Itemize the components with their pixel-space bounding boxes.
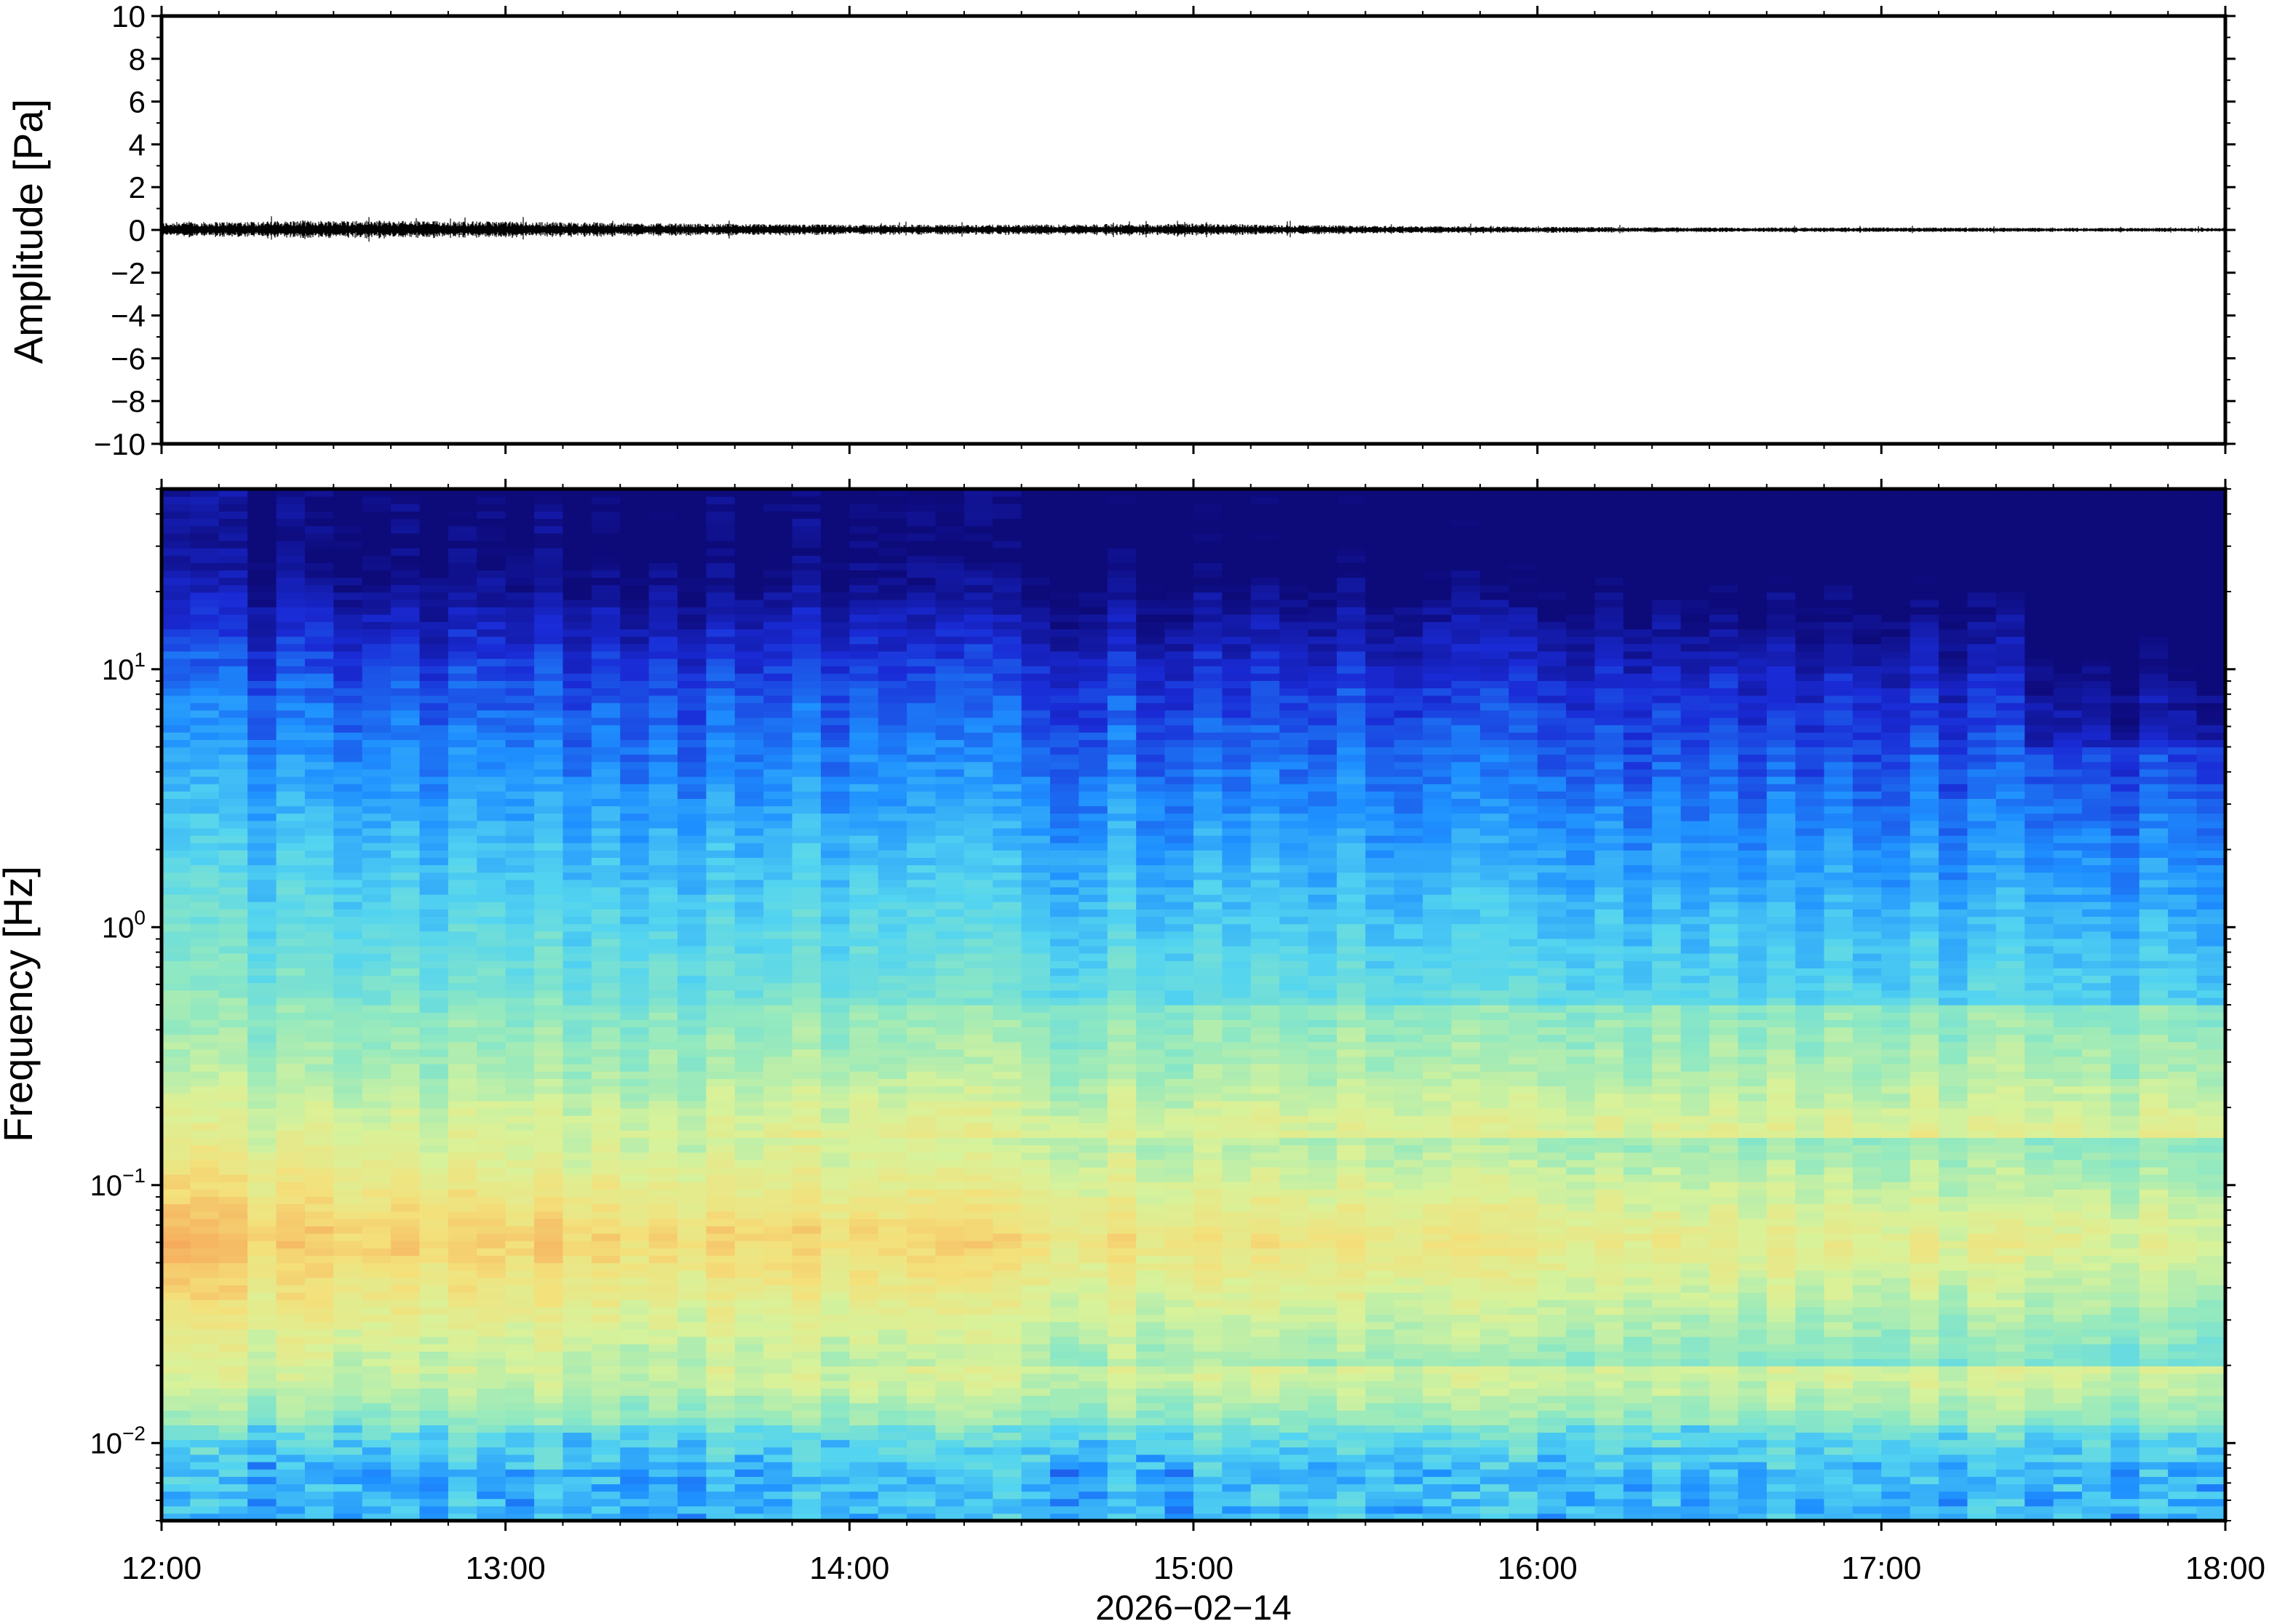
x-axis-date-label: 2026−02−14 [1095, 1589, 1292, 1624]
spectrogram-frame [159, 487, 2228, 1523]
amplitude-y-tick-label: −6 [111, 341, 146, 375]
spectrogram-y-tick-labels: 10−2 10−1 100 101 [90, 648, 146, 1460]
spectrogram-y-tick-label: 101 [102, 648, 146, 686]
x-tick-label: 12:00 [122, 1551, 202, 1586]
amplitude-frame [159, 14, 2228, 446]
amplitude-y-tick-label: −2 [111, 256, 146, 290]
x-tick-label: 16:00 [1498, 1551, 1578, 1586]
amplitude-y-tick-label: 2 [129, 170, 146, 204]
amplitude-y-tick-label: −4 [111, 299, 146, 333]
spectrogram-y-axis-label: Frequency [Hz] [0, 866, 41, 1142]
x-tick-label: 17:00 [1841, 1551, 1921, 1586]
amplitude-panel: 10 8 6 4 2 0 −2 −4 −6 −8 −10 Amplitude [Pa] [5, 0, 2236, 461]
x-tick-label: 14:00 [809, 1551, 889, 1586]
amplitude-y-tick-label: 6 [129, 85, 146, 119]
x-tick-label: 13:00 [466, 1551, 546, 1586]
x-tick-label: 18:00 [2185, 1551, 2265, 1586]
spectrogram-y-tick-label: 10−1 [90, 1164, 146, 1202]
amplitude-y-tick-label: 0 [129, 213, 146, 247]
amplitude-y-tick-label: 10 [111, 0, 146, 33]
spectrogram-panel: 10−2 10−1 100 101 Frequency [Hz] 12:00 13:00… [0, 479, 2265, 1624]
spectrogram-y-tick-label: 10−2 [90, 1422, 146, 1460]
amplitude-y-tick-label: 8 [129, 42, 146, 76]
amplitude-y-tick-label: −8 [111, 384, 146, 418]
x-tick-labels: 12:00 13:00 14:00 15:00 16:00 17:00 18:00 [122, 1551, 2265, 1586]
spectrogram-y-tick-label: 100 [102, 906, 146, 944]
amplitude-y-tick-label: −10 [94, 427, 146, 461]
amplitude-y-axis-label: Amplitude [Pa] [5, 99, 51, 364]
amplitude-waveform [162, 216, 2225, 242]
spectrogram-image [162, 489, 2225, 1521]
amplitude-trace [162, 216, 2225, 242]
amplitude-y-tick-label: 4 [129, 127, 146, 162]
amplitude-y-tick-labels: 10 8 6 4 2 0 −2 −4 −6 −8 −10 [94, 0, 146, 461]
x-tick-label: 15:00 [1153, 1551, 1233, 1586]
